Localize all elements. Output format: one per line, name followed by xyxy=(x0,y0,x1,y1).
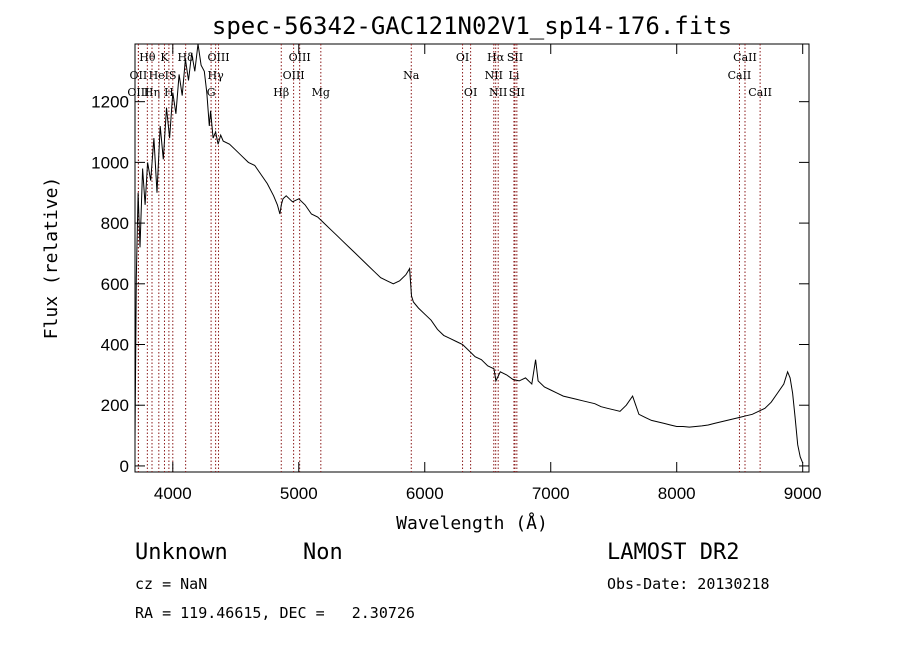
y-tick-label: 1000 xyxy=(91,153,129,172)
y-tick-label: 200 xyxy=(101,396,129,415)
spectrum-line xyxy=(134,43,804,464)
ra-dec-text: RA = 119.46615, DEC = 2.30726 xyxy=(135,604,415,622)
class-label: Unknown xyxy=(135,540,228,565)
axis-ticks: 4000 5000 6000 7000 8000 9000 0 200 400 600 800 100… xyxy=(91,44,822,503)
line-marker-label: Hγ xyxy=(208,69,225,82)
line-marker-label: K xyxy=(160,51,169,64)
x-tick-label: 7000 xyxy=(532,484,570,503)
y-tick-label: 1200 xyxy=(91,93,129,112)
line-marker-label: NII xyxy=(485,69,503,82)
cz-text: cz = NaN xyxy=(135,575,208,593)
line-marker-label: S xyxy=(169,69,177,82)
line-marker-label: SII xyxy=(509,86,525,99)
x-tick-label: 5000 xyxy=(280,484,318,503)
line-marker-label: HeI xyxy=(149,69,169,82)
line-marker-label: OIII xyxy=(207,51,229,64)
x-tick-label: 4000 xyxy=(154,484,192,503)
line-marker-label: Hα xyxy=(487,51,505,64)
y-tick-label: 0 xyxy=(120,457,129,476)
obs-date-text: Obs-Date: 20130218 xyxy=(607,575,770,593)
survey-label: LAMOST DR2 xyxy=(607,540,740,565)
line-marker-label: OIII xyxy=(127,86,149,99)
line-marker-label: H xyxy=(164,86,174,99)
line-marker-label: Hθ xyxy=(139,51,156,64)
plot-frame xyxy=(134,43,810,473)
line-marker-label: Na xyxy=(403,69,420,82)
line-marker-label: Hδ xyxy=(178,51,195,64)
line-marker-label: OIII xyxy=(289,51,311,64)
line-marker-label: SII xyxy=(507,51,523,64)
x-axis-label: Wavelength (Å) xyxy=(396,512,548,534)
x-tick-label: 9000 xyxy=(784,484,822,503)
x-tick-label: 8000 xyxy=(658,484,696,503)
y-tick-label: 400 xyxy=(101,336,129,355)
line-marker-label: NII xyxy=(489,86,507,99)
y-tick-label: 800 xyxy=(101,214,129,233)
line-marker-label: OI xyxy=(456,51,469,64)
line-marker-label: OI xyxy=(464,86,477,99)
line-marker-label: CaII xyxy=(748,86,772,99)
line-marker-label: Hη xyxy=(144,86,160,99)
chart-title: spec-56342-GAC121N02V1_sp14-176.fits xyxy=(212,12,732,40)
line-marker-label: Mg xyxy=(312,86,330,99)
line-marker-label: CaII xyxy=(733,51,757,64)
x-tick-label: 6000 xyxy=(406,484,444,503)
line-marker-label: Hβ xyxy=(273,86,289,99)
y-tick-label: 600 xyxy=(101,275,129,294)
line-marker-label: CaII xyxy=(728,69,752,82)
line-marker-label: Li xyxy=(509,69,520,82)
line-marker-label: G xyxy=(207,86,216,99)
y-axis-label: Flux (relative) xyxy=(41,177,62,340)
subclass-label: Non xyxy=(303,540,343,565)
line-marker-label: OIII xyxy=(283,69,305,82)
